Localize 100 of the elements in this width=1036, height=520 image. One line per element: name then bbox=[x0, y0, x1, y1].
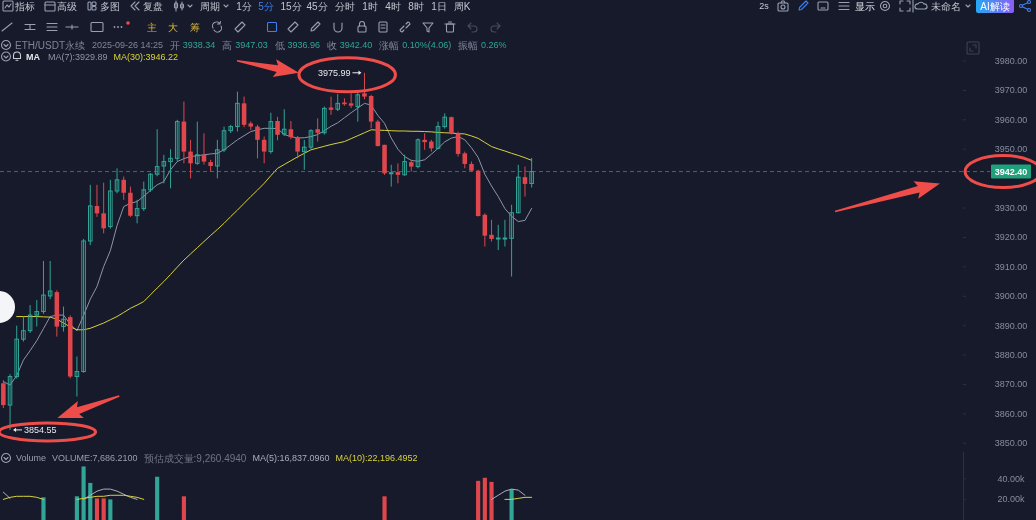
candlestick bbox=[516, 164, 521, 214]
text: 大 bbox=[168, 21, 178, 33]
candlestick bbox=[188, 139, 193, 179]
candlestick bbox=[529, 157, 534, 189]
annotation: 3975.99 bbox=[317, 67, 351, 78]
candlestick bbox=[121, 176, 126, 201]
text: AI解读 bbox=[980, 0, 1010, 12]
candlestick bbox=[241, 96, 247, 128]
text: 未命名 bbox=[931, 0, 961, 12]
candlestick bbox=[435, 121, 441, 150]
candlestick bbox=[114, 167, 120, 194]
candlestick bbox=[201, 132, 207, 166]
annotation: 预估成交量:9,260.4940 bbox=[143, 452, 247, 464]
y-tick-label: 3920.00 bbox=[994, 232, 1028, 243]
bar bbox=[181, 496, 186, 520]
text: 周K bbox=[453, 0, 471, 12]
candlestick bbox=[88, 184, 93, 246]
candlestick bbox=[235, 91, 240, 133]
bar bbox=[88, 482, 93, 520]
candlestick bbox=[302, 139, 307, 171]
candlestick bbox=[362, 72, 367, 100]
bar bbox=[41, 497, 46, 520]
candlestick bbox=[74, 356, 80, 398]
y-tick-label: 3960.00 bbox=[994, 114, 1028, 125]
candlestick bbox=[295, 135, 300, 159]
text: 涨幅 0.10%(4.06) bbox=[379, 39, 452, 51]
candlestick bbox=[275, 116, 280, 141]
candlestick bbox=[221, 126, 227, 153]
candlestick bbox=[21, 316, 26, 343]
candlestick bbox=[174, 119, 180, 162]
text: 2s bbox=[759, 1, 770, 11]
candlestick bbox=[308, 128, 314, 150]
candlestick bbox=[268, 112, 274, 155]
text: 1时 bbox=[362, 0, 378, 12]
candlestick bbox=[7, 373, 13, 431]
candlestick bbox=[281, 108, 287, 137]
y-tick-label: 3980.00 bbox=[994, 56, 1028, 66]
y-tick-label: 20.00k bbox=[997, 494, 1026, 505]
y-tick-label: 3860.00 bbox=[994, 408, 1028, 419]
candlestick bbox=[255, 124, 260, 159]
text: 高级 bbox=[57, 0, 77, 12]
chart-title: ETH/USDT永续 bbox=[15, 39, 85, 51]
bar bbox=[482, 477, 487, 520]
text: 15分 bbox=[280, 0, 302, 12]
bar bbox=[382, 496, 387, 520]
candlestick bbox=[388, 164, 394, 188]
y-tick-label: 3950.00 bbox=[994, 144, 1028, 155]
y-tick-label: 3890.00 bbox=[994, 320, 1028, 331]
text: 周期 bbox=[200, 0, 220, 12]
candlestick bbox=[442, 112, 447, 130]
text: 低 3936.96 bbox=[274, 39, 321, 51]
bar bbox=[81, 466, 86, 520]
text: MA(10):22,196.4952 bbox=[335, 453, 418, 463]
y-tick-label: 3910.00 bbox=[994, 261, 1028, 272]
text: 4时 bbox=[385, 0, 401, 12]
candlestick bbox=[395, 162, 401, 184]
text: MA(7):3929.89 bbox=[48, 51, 108, 62]
candlestick bbox=[415, 137, 421, 169]
candlestick bbox=[348, 92, 354, 109]
candlestick bbox=[489, 219, 494, 243]
candlestick bbox=[101, 182, 106, 234]
candlestick bbox=[108, 179, 113, 230]
text: 5分 bbox=[258, 0, 274, 12]
text: 分时 bbox=[335, 0, 355, 12]
candlestick bbox=[195, 121, 200, 166]
candlestick bbox=[215, 139, 220, 179]
bar bbox=[155, 476, 160, 520]
candlestick bbox=[402, 154, 407, 177]
ref-line-label: 3942.40 bbox=[994, 166, 1028, 177]
text: 指标 bbox=[14, 0, 35, 12]
candlestick bbox=[522, 166, 528, 198]
text: 多图 bbox=[100, 0, 120, 12]
candlestick bbox=[509, 204, 514, 278]
annotation: VOLUME:7,686.2100 bbox=[52, 453, 138, 463]
text: 8时 bbox=[408, 0, 424, 12]
text: MA(30):3946.22 bbox=[113, 51, 179, 62]
candlestick bbox=[14, 325, 19, 380]
text: 显示 bbox=[855, 0, 875, 12]
y-tick-label: 40.00k bbox=[997, 473, 1026, 484]
text: 1日 bbox=[431, 0, 447, 12]
candlestick bbox=[322, 106, 327, 136]
y-tick-label: 3870.00 bbox=[994, 379, 1028, 390]
bar bbox=[108, 499, 113, 520]
candlestick bbox=[81, 238, 86, 374]
text: MA(5):16,837.0960 bbox=[252, 453, 330, 463]
bar bbox=[489, 481, 494, 520]
text: 振幅 0.26% bbox=[458, 39, 507, 51]
candlestick bbox=[168, 148, 173, 189]
text: 高 3947.03 bbox=[222, 39, 268, 51]
y-tick-label: 3930.00 bbox=[994, 203, 1028, 214]
candlestick bbox=[148, 172, 153, 193]
candlestick bbox=[47, 260, 53, 300]
bar bbox=[101, 498, 106, 520]
candlestick bbox=[1, 379, 6, 409]
text: 筹 bbox=[190, 21, 200, 33]
candlestick bbox=[61, 306, 66, 333]
y-tick-label: 3880.00 bbox=[994, 350, 1028, 361]
legend-title: MA bbox=[26, 51, 41, 62]
candlestick bbox=[355, 91, 361, 123]
text: 主 bbox=[147, 21, 157, 33]
